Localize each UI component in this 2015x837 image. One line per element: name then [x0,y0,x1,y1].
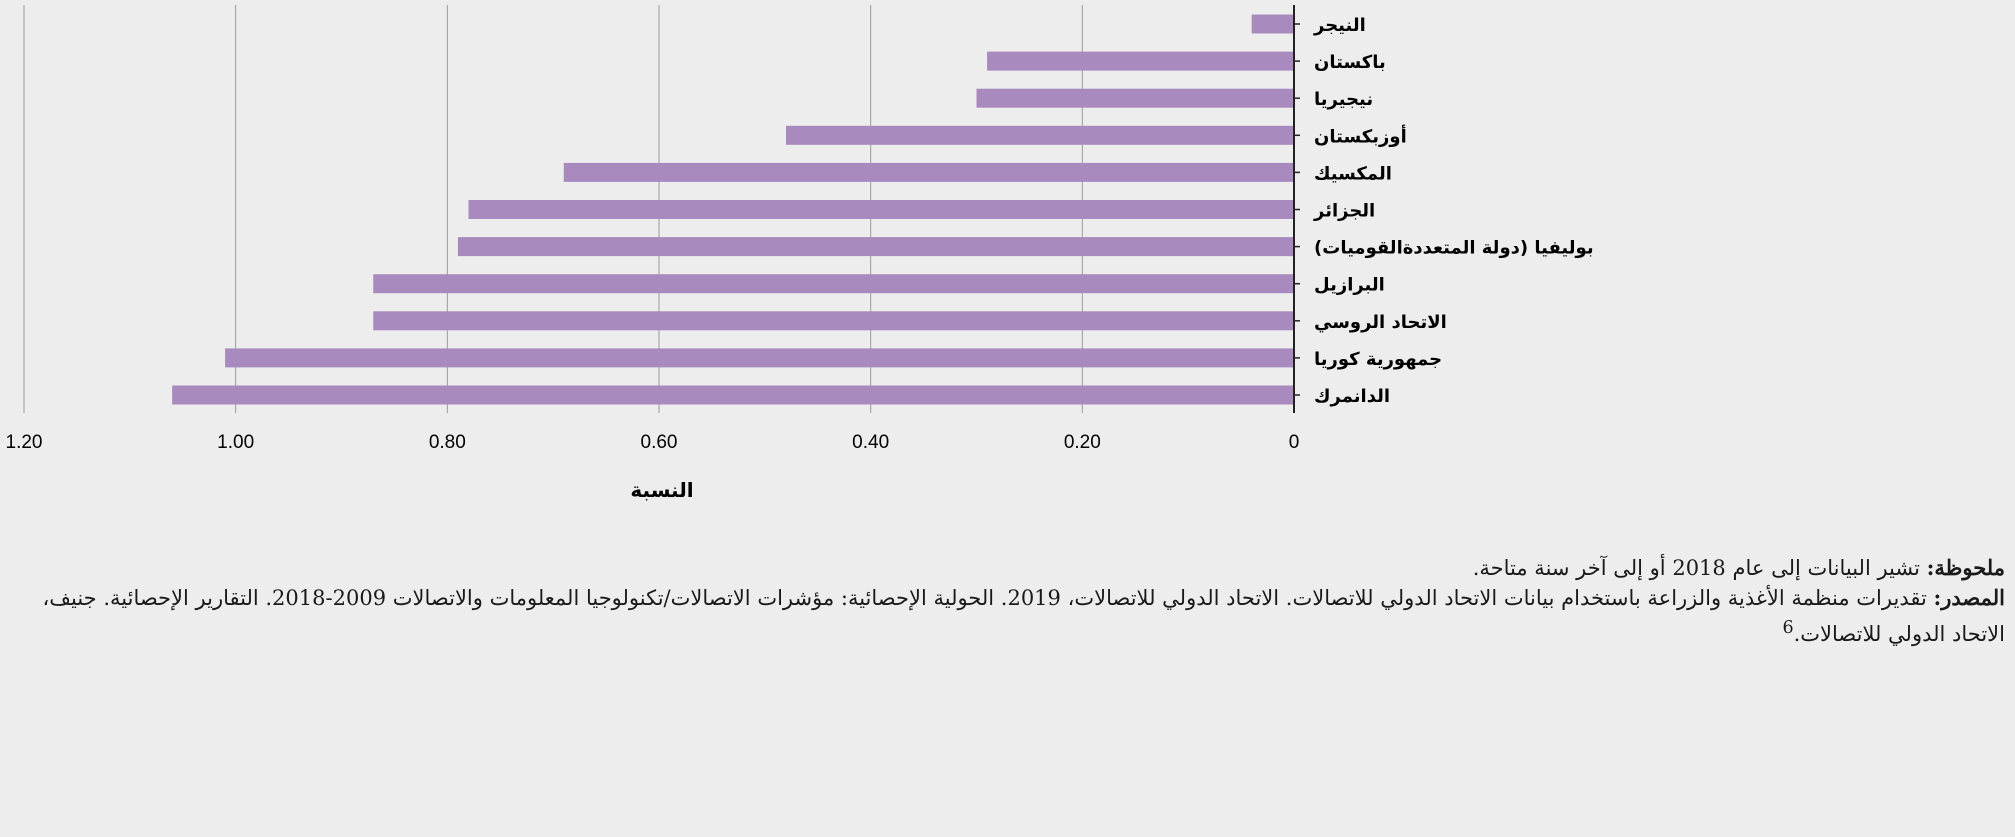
bar [457,237,1295,257]
bar [468,200,1294,219]
bars [172,14,1295,405]
source-text: تقديرات منظمة الأغذية والزراعة باستخدام … [42,586,2005,646]
bar [225,348,1294,368]
category-label: النيجر [1313,15,1366,36]
x-axis-label: النسبة [630,478,693,502]
x-tick-label: 0.80 [429,432,466,453]
note-line: ملحوظة: تشير البيانات إلى عام 2018 أو إل… [15,553,2005,583]
category-label: جمهورية كوريا [1314,349,1442,370]
bar-chart: النيجر باكستان نيجيريا أوزبكستان المكسيك الجز… [6,5,1594,502]
source-label: المصدر: [1933,585,2005,610]
bar [172,385,1295,405]
source-line: المصدر: تقديرات منظمة الأغذية والزراعة ب… [15,583,2005,649]
x-tick-label: 0.60 [641,432,678,453]
x-tick-labels: 0 0.20 0.40 0.60 0.80 1.00 1.20 [6,432,1300,453]
note-label: ملحوظة: [1926,555,2005,580]
x-tick-label: 0.40 [852,432,889,453]
note-text: تشير البيانات إلى عام 2018 أو إلى آخر سن… [1472,556,1927,580]
bar [373,274,1294,294]
bar [563,162,1294,182]
category-label: البرازيل [1314,275,1385,296]
footnote-ref: 6 [1782,618,1794,638]
bar [1251,14,1294,34]
y-axis [1293,5,1300,413]
bar [373,311,1294,331]
bar [976,88,1294,108]
category-labels: النيجر باكستان نيجيريا أوزبكستان المكسيك الجز… [1313,15,1594,407]
x-tick-label: 1.00 [217,432,254,453]
category-label: باكستان [1314,52,1386,73]
category-label: أوزبكستان [1314,124,1407,147]
x-tick-label: 0.20 [1064,432,1101,453]
x-tick-label: 0 [1289,432,1300,453]
chart-notes: ملحوظة: تشير البيانات إلى عام 2018 أو إل… [15,553,2005,649]
category-label: الجزائر [1313,201,1375,222]
category-label: نيجيريا [1314,89,1373,110]
bar [987,51,1294,71]
category-label: المكسيك [1314,163,1392,184]
category-label: الاتحاد الروسي [1314,312,1447,333]
bar [786,125,1294,145]
category-label: بوليفيا (دولة المتعددةالقوميات) [1314,238,1594,259]
x-tick-label: 1.20 [6,432,43,453]
category-label: الدانمرك [1314,386,1390,407]
